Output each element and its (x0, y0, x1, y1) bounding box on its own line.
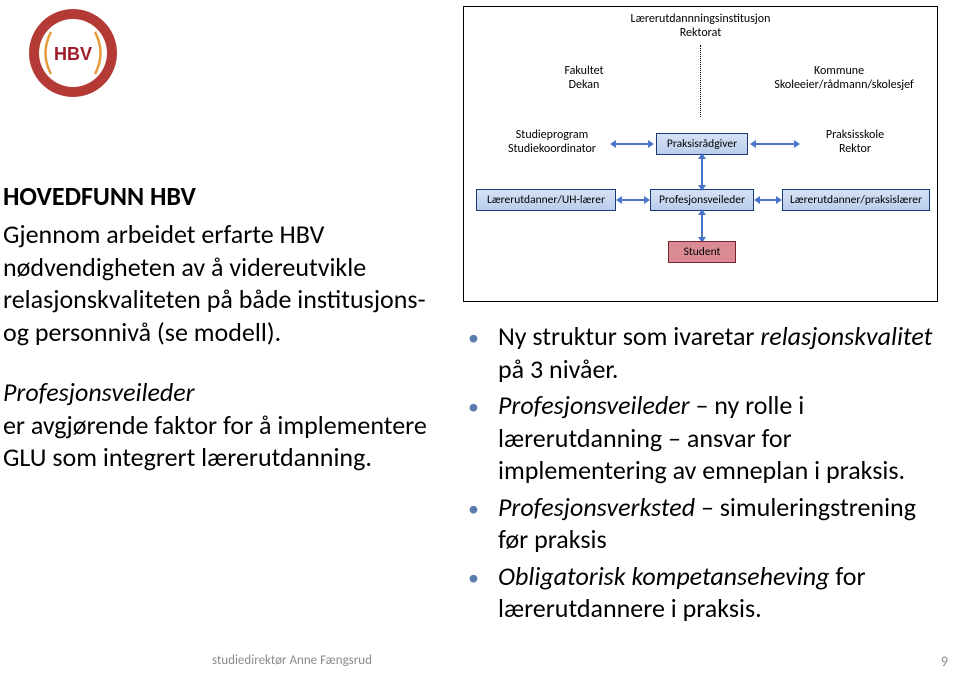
bullet-1: • Ny struktur som ivaretar relasjonskval… (468, 320, 938, 385)
b1-pre: Ny struktur som ivaretar (498, 320, 760, 352)
arrow-sp-pr (616, 143, 648, 145)
diagram-top1: Lærerutdannningsinstitusjon (464, 13, 937, 26)
box-praksislaerer: Lærerutdanner/praksislærer (782, 189, 930, 211)
arrow-pr-ps (756, 143, 794, 145)
arrow-pv-student (701, 215, 703, 237)
svg-text:HBV: HBV (54, 44, 92, 64)
diagram-sp1: Studieprogram (492, 129, 612, 142)
box-uh: Lærerutdanner/UH-lærer (476, 189, 616, 211)
diagram-kom1: Kommune (764, 65, 914, 78)
arrow-pv-pl (760, 199, 776, 201)
diagram-ps1: Praksisskole (800, 129, 910, 142)
heading-hovedfunn: HOVEDFUNN HBV (3, 180, 443, 212)
b1-italic: relasjonskvalitet (760, 320, 932, 352)
p2-italic: Profesjonsveileder (3, 376, 195, 408)
diagram-ps2: Rektor (800, 143, 910, 156)
box-praksisradgiver: Praksisrådgiver (656, 133, 748, 155)
bullet-marker: • (468, 320, 498, 385)
diagram-fak2: Dekan (524, 79, 644, 92)
left-text-column: HOVEDFUNN HBV Gjennom arbeidet erfarte H… (3, 180, 443, 474)
bullet-marker: • (468, 491, 498, 556)
b1-post: på 3 nivåer. (498, 353, 618, 385)
hbv-logo: HBV (28, 8, 118, 98)
arrow-pr-pv (701, 159, 703, 185)
b2-italic: Profesjonsveileder (498, 389, 690, 421)
paragraph-2: Profesjonsveileder er avgjørende faktor … (3, 376, 443, 474)
org-diagram: Lærerutdannningsinstitusjon Rektorat Fak… (463, 6, 938, 302)
b3-italic: Profesjonsverksted (498, 491, 695, 523)
diagram-fak1: Fakultet (524, 65, 644, 78)
b4-italic: Obligatorisk kompetanseheving (498, 560, 830, 592)
dotted-vline (700, 45, 701, 117)
page-number: 9 (941, 653, 948, 670)
box-profesjonsveileder: Profesjonsveileder (650, 189, 754, 211)
diagram-sp2: Studiekoordinator (492, 143, 612, 156)
bullet-2: • Profesjonsveileder – ny rolle i læreru… (468, 389, 938, 487)
diagram-kom2: Skoleeier/rådmann/skolesjef (764, 79, 924, 92)
paragraph-1: Gjennom arbeidet erfarte HBV nødvendighe… (3, 218, 443, 348)
box-student: Student (668, 241, 736, 263)
arrow-uh-pv (622, 199, 644, 201)
bullet-3: • Profesjonsverksted – simuleringstrenin… (468, 491, 938, 556)
right-bullets: • Ny struktur som ivaretar relasjonskval… (468, 320, 938, 629)
footer-author: studiedirektør Anne Fængsrud (212, 653, 372, 668)
bullet-marker: • (468, 389, 498, 487)
diagram-top2: Rektorat (464, 27, 937, 40)
bullet-marker: • (468, 560, 498, 625)
bullet-4: • Obligatorisk kompetanseheving for lære… (468, 560, 938, 625)
p2-rest: er avgjørende faktor for å implementere … (3, 409, 427, 474)
